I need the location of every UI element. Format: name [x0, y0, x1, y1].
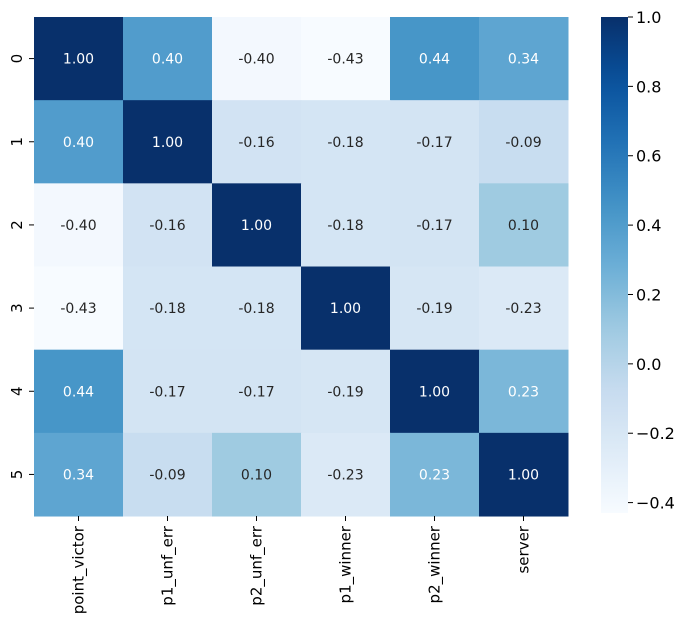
cell-value-label: 0.10: [508, 218, 539, 234]
heatmap-cell: [479, 17, 569, 101]
heatmap-cell: [34, 183, 124, 268]
heatmap-cell: [390, 183, 480, 268]
colorbar-tick-label: 1.0: [636, 8, 661, 27]
heatmap-cell: [123, 349, 213, 434]
y-tick-label: 2: [8, 220, 26, 230]
heatmap-cell: [34, 432, 124, 517]
cell-value-label: 0.34: [63, 467, 94, 483]
x-tick-label: p2_winner: [426, 525, 445, 603]
cell-value-label: -0.18: [238, 301, 274, 317]
cell-value-label: -0.17: [416, 135, 452, 151]
heatmap-cell: [123, 17, 213, 101]
heatmap-cell: [123, 100, 213, 184]
heatmap-cell: [212, 349, 302, 434]
colorbar-tick-label: 0.4: [636, 216, 661, 235]
heatmap-cells: 1.00 0.40 -0.40 -0.43 0.44 0.34 0.40 1.00 -0.16 -…: [34, 17, 569, 517]
cell-value-label: 1.00: [241, 218, 272, 234]
heatmap-cell: [390, 432, 480, 517]
x-tick-label: p2_unf_err: [248, 525, 267, 605]
cell-value-label: -0.19: [416, 301, 452, 317]
cell-value-label: -0.17: [149, 384, 185, 400]
x-tick-label: p1_unf_err: [159, 525, 178, 605]
cell-value-label: 1.00: [63, 52, 94, 68]
heatmap-cell: [301, 266, 391, 351]
x-tick-label: point_victor: [70, 525, 89, 614]
cell-value-label: -0.09: [149, 467, 185, 483]
heatmap-cell: [301, 349, 391, 434]
cell-value-label: 1.00: [508, 467, 539, 483]
heatmap-cell: [390, 349, 480, 434]
y-tick-label: 1: [8, 137, 26, 147]
heatmap-cell: [301, 432, 391, 517]
cell-value-label: -0.18: [327, 135, 363, 151]
cell-value-label: 1.00: [330, 301, 361, 317]
heatmap-cell: [390, 100, 480, 184]
heatmap-cell: [479, 432, 569, 517]
x-tick-label: p1_winner: [337, 525, 356, 603]
heatmap-cell: [390, 266, 480, 351]
cell-value-label: 1.00: [419, 384, 450, 400]
heatmap-cell: [212, 183, 302, 268]
heatmap-cell: [123, 183, 213, 268]
heatmap-cell: [34, 17, 124, 101]
cell-value-label: 0.44: [419, 52, 450, 68]
cell-value-label: -0.17: [238, 384, 274, 400]
cell-value-label: -0.40: [60, 218, 96, 234]
y-tick-label: 5: [8, 470, 26, 480]
colorbar-tick-label: 0.2: [636, 285, 661, 304]
y-tick-label: 4: [8, 386, 26, 396]
cell-value-label: -0.16: [149, 218, 185, 234]
heatmap-cell: [123, 432, 213, 517]
heatmap-cell: [301, 17, 391, 101]
colorbar-gradient: [601, 17, 628, 513]
heatmap-cell: [479, 100, 569, 184]
cell-value-label: -0.19: [327, 384, 363, 400]
colorbar: 1.0 0.8 0.6 0.4 0.2 0.0 −0.2 −0.4: [601, 8, 675, 513]
heatmap-cell: [301, 183, 391, 268]
x-axis: point_victor p1_unf_err p2_unf_err p1_winne…: [70, 516, 533, 614]
cell-value-label: 1.00: [152, 135, 183, 151]
cell-value-label: 0.40: [63, 135, 94, 151]
heatmap-cell: [301, 100, 391, 184]
y-tick-label: 3: [8, 303, 26, 313]
heatmap-cell: [34, 100, 124, 184]
cell-value-label: -0.17: [416, 218, 452, 234]
y-tick-label: 0: [8, 54, 26, 64]
colorbar-tick-label: 0.0: [636, 355, 661, 374]
cell-value-label: 0.40: [152, 52, 183, 68]
cell-value-label: 0.10: [241, 467, 272, 483]
colorbar-tick-label: 0.8: [636, 77, 661, 96]
heatmap-cell: [479, 349, 569, 434]
x-tick-label: server: [515, 525, 533, 573]
heatmap-cell: [34, 349, 124, 434]
cell-value-label: -0.16: [238, 135, 274, 151]
heatmap-cell: [479, 183, 569, 268]
cell-value-label: -0.43: [60, 301, 96, 317]
cell-value-label: -0.23: [327, 467, 363, 483]
heatmap-cell: [212, 100, 302, 184]
colorbar-tick-label: −0.4: [636, 494, 675, 513]
cell-value-label: -0.43: [327, 52, 363, 68]
cell-value-label: -0.09: [505, 135, 541, 151]
heatmap-cell: [123, 266, 213, 351]
cell-value-label: -0.23: [505, 301, 541, 317]
cell-value-label: 0.23: [508, 384, 539, 400]
cell-value-label: -0.18: [149, 301, 185, 317]
colorbar-tick-label: −0.2: [636, 424, 675, 443]
heatmap-cell: [212, 432, 302, 517]
heatmap-cell: [212, 266, 302, 351]
cell-value-label: -0.40: [238, 52, 274, 68]
cell-value-label: 0.44: [63, 384, 94, 400]
heatmap-cell: [479, 266, 569, 351]
heatmap-cell: [34, 266, 124, 351]
cell-value-label: -0.18: [327, 218, 363, 234]
colorbar-tick-label: 0.6: [636, 147, 661, 166]
cell-value-label: 0.34: [508, 52, 539, 68]
y-axis: 0 1 2 3 4 5: [8, 54, 34, 479]
heatmap-cell: [212, 17, 302, 101]
cell-value-label: 0.23: [419, 467, 450, 483]
heatmap-cell: [390, 17, 480, 101]
